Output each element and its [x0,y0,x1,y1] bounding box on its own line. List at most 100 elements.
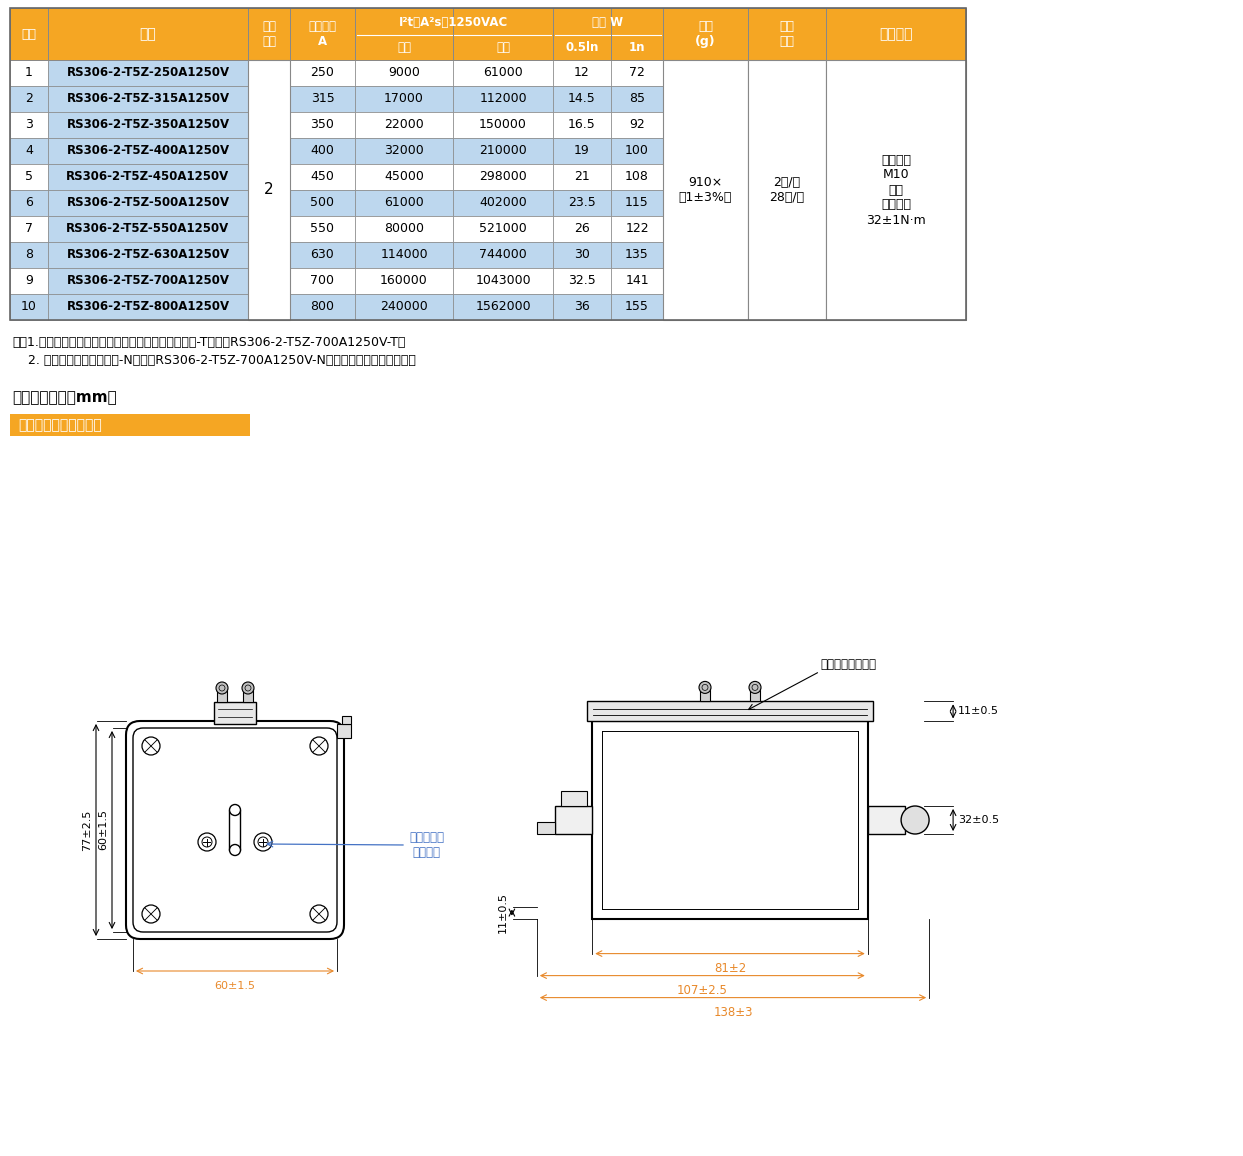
Bar [827,60,966,86]
Bar [48,190,249,216]
Bar [249,164,290,190]
Bar [748,242,827,268]
Text: 500: 500 [311,197,334,209]
Text: 9: 9 [25,274,32,288]
Bar [48,112,249,138]
Bar [612,8,663,60]
Text: 61000: 61000 [484,67,523,80]
Bar [827,190,966,216]
Text: 72: 72 [629,67,645,80]
Text: 2: 2 [265,183,273,198]
Bar [663,8,748,60]
Bar [612,164,663,190]
Text: 700: 700 [311,274,334,288]
Bar [10,242,48,268]
Bar [612,242,663,268]
Text: 4: 4 [25,144,32,157]
Bar [452,164,553,190]
Bar [249,294,290,320]
Bar [214,702,256,724]
Bar [290,190,355,216]
Bar [553,8,612,60]
Bar [355,216,452,242]
Text: 240000: 240000 [380,301,428,313]
Text: 2只/盒
28只/筱: 2只/盒 28只/筱 [769,176,804,203]
Bar [249,60,290,86]
Text: 16.5: 16.5 [568,119,595,132]
Bar [612,294,663,320]
Text: 注：1.如需端部（盖板上安裃）可视指示器，型号后加-T，例：RS306-2-T5Z-700A1250V-T；: 注：1.如需端部（盖板上安裃）可视指示器，型号后加-T，例：RS306-2-T5… [12,336,405,349]
Text: RS306-2-T5Z-315A1250V: RS306-2-T5Z-315A1250V [66,92,230,105]
Bar [290,60,355,86]
Bar [10,86,48,112]
Text: 5: 5 [25,170,34,184]
Text: RS306-2-T5Z-250A1250V: RS306-2-T5Z-250A1250V [66,67,230,80]
Text: 基座（可加开关）: 基座（可加开关） [820,659,876,672]
Text: 1562000: 1562000 [475,301,531,313]
Bar [10,138,48,164]
Text: 12: 12 [574,67,590,80]
Bar [612,190,663,216]
FancyBboxPatch shape [133,728,337,932]
Text: 尺寸
代码: 尺寸 代码 [262,20,276,49]
Bar [553,268,612,294]
Bar [827,268,966,294]
Text: 2: 2 [25,92,32,105]
Bar [452,242,553,268]
Bar [355,294,452,320]
Bar [827,294,966,320]
Bar [748,86,827,112]
Text: 熔断: 熔断 [496,40,510,54]
Bar [612,112,663,138]
Bar [10,216,48,242]
Bar [218,688,227,702]
Text: 910×
（1±3%）: 910× （1±3%） [679,176,732,203]
Bar [452,60,553,86]
Bar [750,688,759,702]
Text: 114000: 114000 [380,249,428,261]
Bar [663,268,748,294]
Bar [553,294,612,320]
Bar [355,242,452,268]
Bar [663,86,748,112]
Bar [612,86,663,112]
Bar [827,164,966,190]
Bar [452,268,553,294]
Text: 210000: 210000 [479,144,527,157]
Bar [48,294,249,320]
Bar [10,294,48,320]
Text: 8: 8 [25,249,34,261]
Text: RS306-2-T5Z-450A1250V: RS306-2-T5Z-450A1250V [66,170,230,184]
Text: 744000: 744000 [479,249,527,261]
Text: 30: 30 [574,249,590,261]
Text: 1043000: 1043000 [475,274,531,288]
Text: 17000: 17000 [384,92,424,105]
Bar [249,190,290,216]
Bar [48,216,249,242]
Text: I²t（A²s）1250VAC: I²t（A²s）1250VAC [399,15,508,29]
Bar [48,60,249,86]
Bar [868,806,905,833]
Bar [748,164,827,190]
Bar [663,60,748,86]
Bar [748,60,827,86]
Bar [553,112,612,138]
Text: 107±2.5: 107±2.5 [677,984,727,996]
Bar [355,60,452,86]
Bar [249,86,290,112]
Text: 81±2: 81±2 [713,962,746,975]
Bar [553,86,612,112]
Text: 产品外形尺寸（mm）: 产品外形尺寸（mm） [12,390,117,405]
Text: RS306-2-T5Z-500A1250V: RS306-2-T5Z-500A1250V [66,197,230,209]
Bar [748,268,827,294]
Text: RS306-2-T5Z-630A1250V: RS306-2-T5Z-630A1250V [66,249,230,261]
Text: RS306-2-T5Z-700A1250V: RS306-2-T5Z-700A1250V [66,274,230,288]
Bar [48,86,249,112]
Bar [355,8,452,60]
Bar [593,721,868,919]
Bar [337,724,351,738]
Text: 1n: 1n [629,40,645,54]
Bar [827,112,966,138]
Bar [355,164,452,190]
Bar [663,294,748,320]
